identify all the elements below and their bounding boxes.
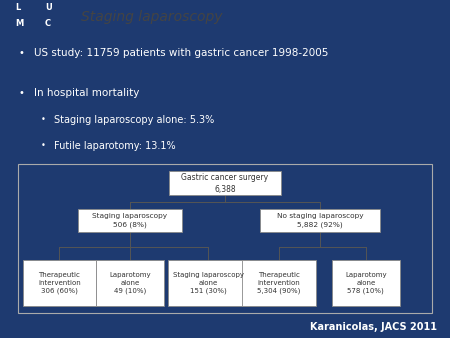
Text: No staging laparoscopy
5,882 (92%): No staging laparoscopy 5,882 (92%) <box>277 213 364 228</box>
Text: M: M <box>16 19 24 28</box>
FancyBboxPatch shape <box>96 260 164 306</box>
Text: Therapeutic
intervention
5,304 (90%): Therapeutic intervention 5,304 (90%) <box>257 272 301 294</box>
Text: Laparotomy
alone
578 (10%): Laparotomy alone 578 (10%) <box>345 272 387 294</box>
Text: •: • <box>40 141 45 150</box>
Bar <box>9 2 135 19</box>
FancyBboxPatch shape <box>168 260 249 306</box>
Text: Staging laparoscopy: Staging laparoscopy <box>81 10 222 24</box>
Bar <box>9 19 135 35</box>
Text: Therapeutic
intervention
306 (60%): Therapeutic intervention 306 (60%) <box>38 272 81 294</box>
Text: Gastric cancer surgery
6,388: Gastric cancer surgery 6,388 <box>181 173 269 194</box>
FancyBboxPatch shape <box>169 171 281 195</box>
Text: •: • <box>18 88 24 98</box>
Text: C: C <box>45 19 51 28</box>
FancyBboxPatch shape <box>78 209 181 232</box>
Text: Staging laparoscopy
506 (8%): Staging laparoscopy 506 (8%) <box>92 213 167 228</box>
Text: Staging laparoscopy
alone
151 (30%): Staging laparoscopy alone 151 (30%) <box>173 272 244 294</box>
Text: •: • <box>40 115 45 124</box>
FancyBboxPatch shape <box>260 209 380 232</box>
Text: Laparotomy
alone
49 (10%): Laparotomy alone 49 (10%) <box>109 272 151 294</box>
Text: Futile laparotomy: 13.1%: Futile laparotomy: 13.1% <box>54 141 176 151</box>
Text: In hospital mortality: In hospital mortality <box>34 88 139 98</box>
FancyBboxPatch shape <box>242 260 316 306</box>
FancyBboxPatch shape <box>332 260 400 306</box>
FancyBboxPatch shape <box>23 260 96 306</box>
Text: U: U <box>45 3 52 12</box>
Text: L: L <box>16 3 21 12</box>
Text: US study: 11759 patients with gastric cancer 1998-2005: US study: 11759 patients with gastric ca… <box>34 48 328 57</box>
Text: •: • <box>18 48 24 57</box>
Text: Karanicolas, JACS 2011: Karanicolas, JACS 2011 <box>310 321 436 332</box>
Text: Staging laparoscopy alone: 5.3%: Staging laparoscopy alone: 5.3% <box>54 115 214 125</box>
